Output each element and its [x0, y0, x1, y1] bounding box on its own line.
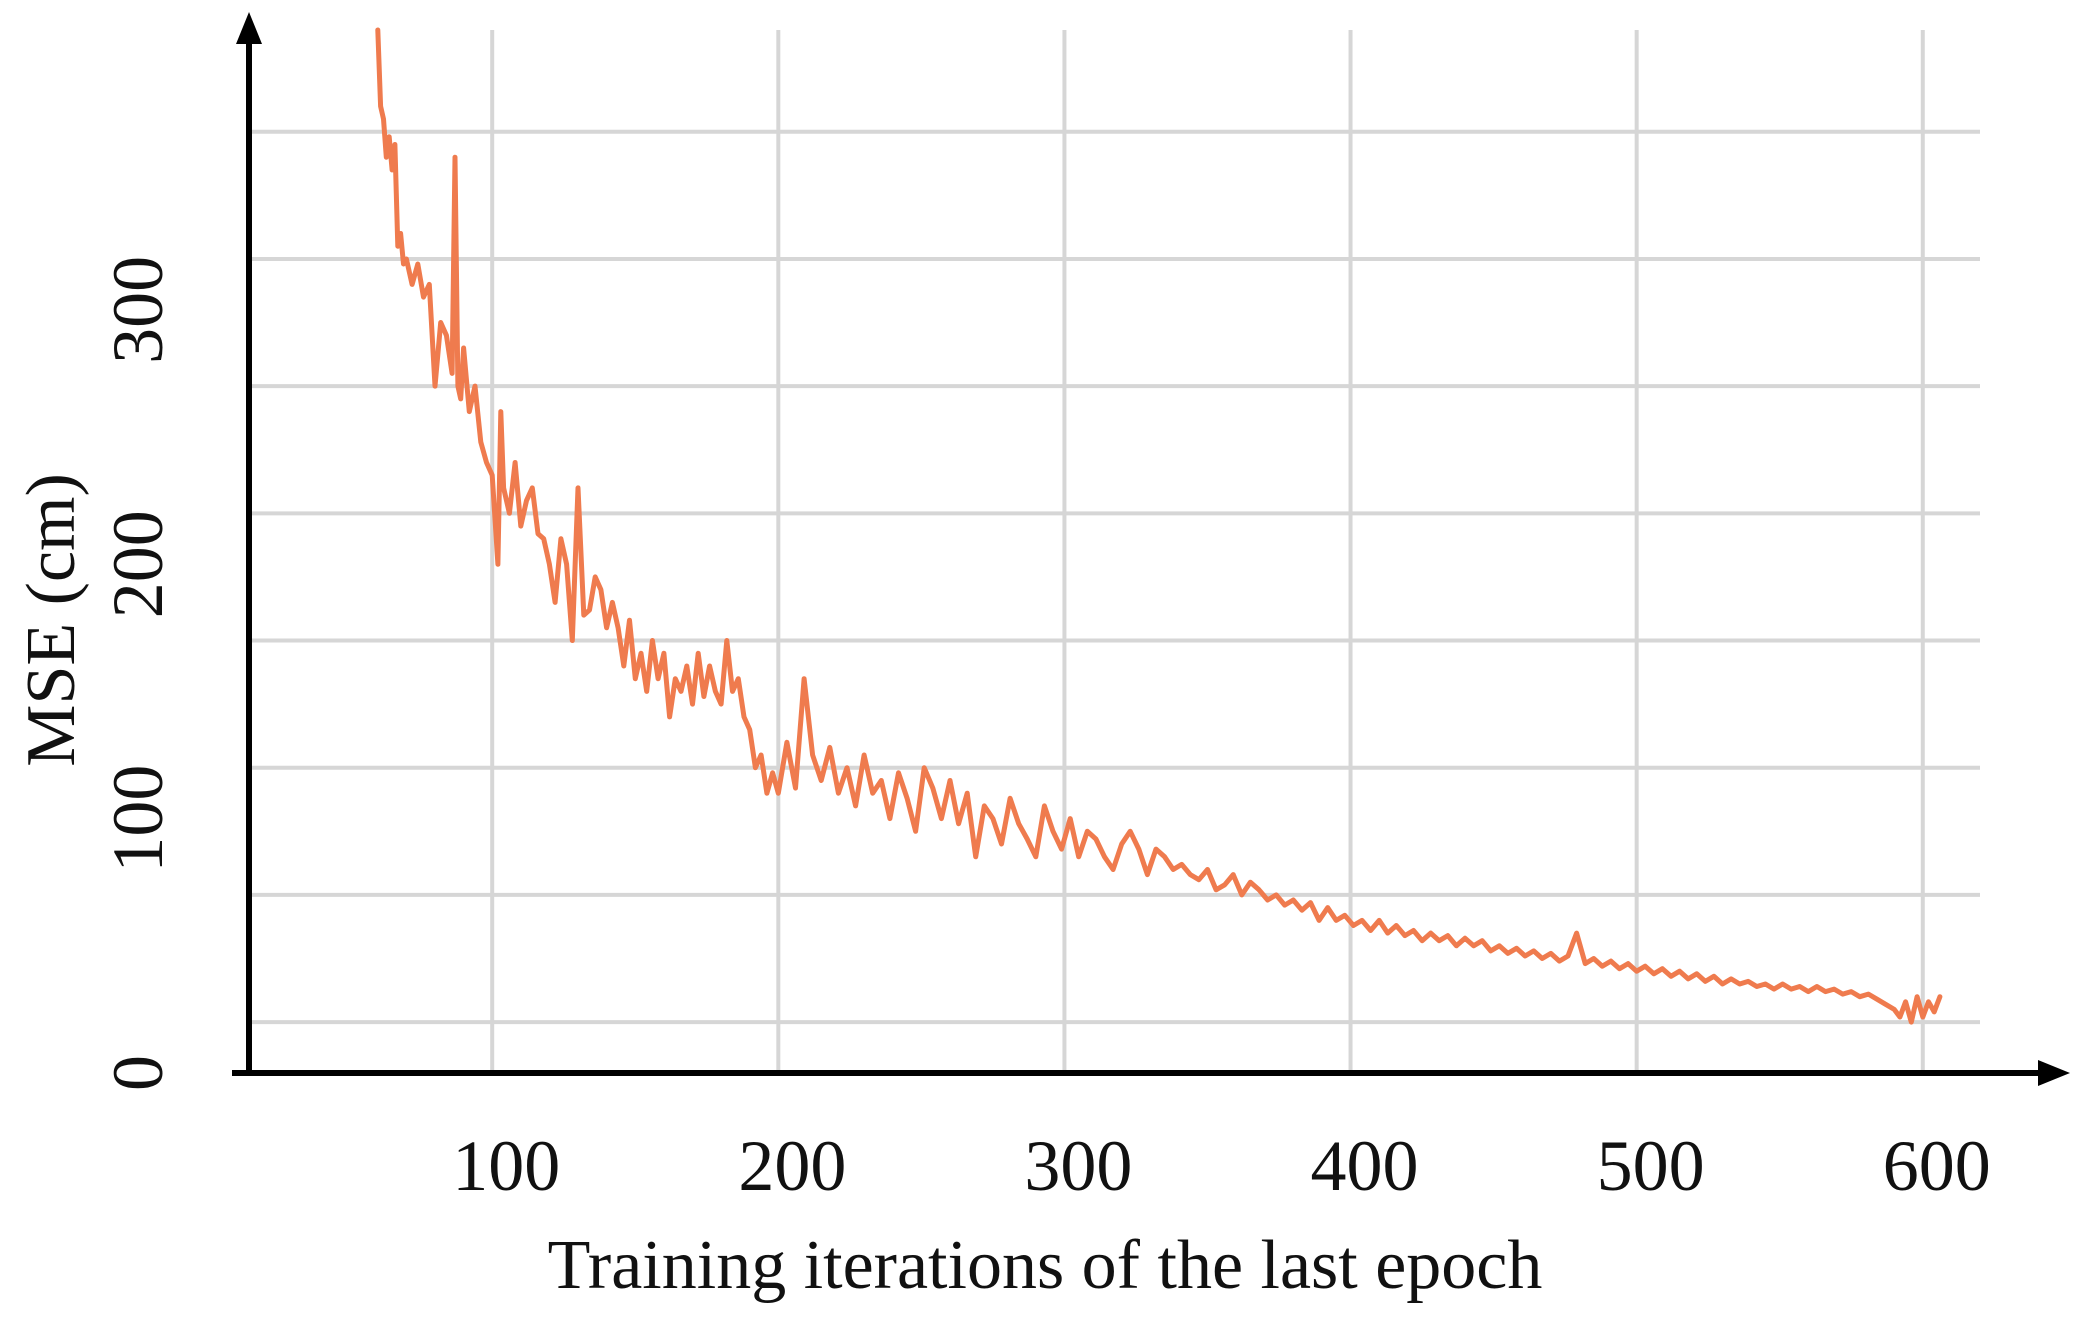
axes [232, 12, 2070, 1086]
y-tick-label: 300 [98, 256, 178, 364]
x-tick-label: 100 [452, 1126, 560, 1206]
x-tick-label: 400 [1311, 1126, 1419, 1206]
x-tick-label: 300 [1024, 1126, 1132, 1206]
y-axis-arrowhead [236, 12, 262, 44]
mse-series-line [375, 27, 1943, 1025]
tick-labels: 100 200 300 400 500 600 0 100 200 300 [98, 256, 1991, 1206]
x-axis-arrowhead [2038, 1060, 2070, 1086]
series-layer [375, 27, 1943, 1025]
grid [249, 30, 1980, 1073]
y-tick-label: 100 [98, 765, 178, 873]
x-tick-label: 200 [738, 1126, 846, 1206]
x-axis-title: Training iterations of the last epoch [548, 1227, 1543, 1304]
y-axis-title: MSE (cm) [13, 473, 90, 767]
y-tick-label: 200 [98, 510, 178, 618]
x-tick-label: 600 [1883, 1126, 1991, 1206]
y-tick-label: 0 [98, 1055, 178, 1091]
x-tick-label: 500 [1597, 1126, 1705, 1206]
